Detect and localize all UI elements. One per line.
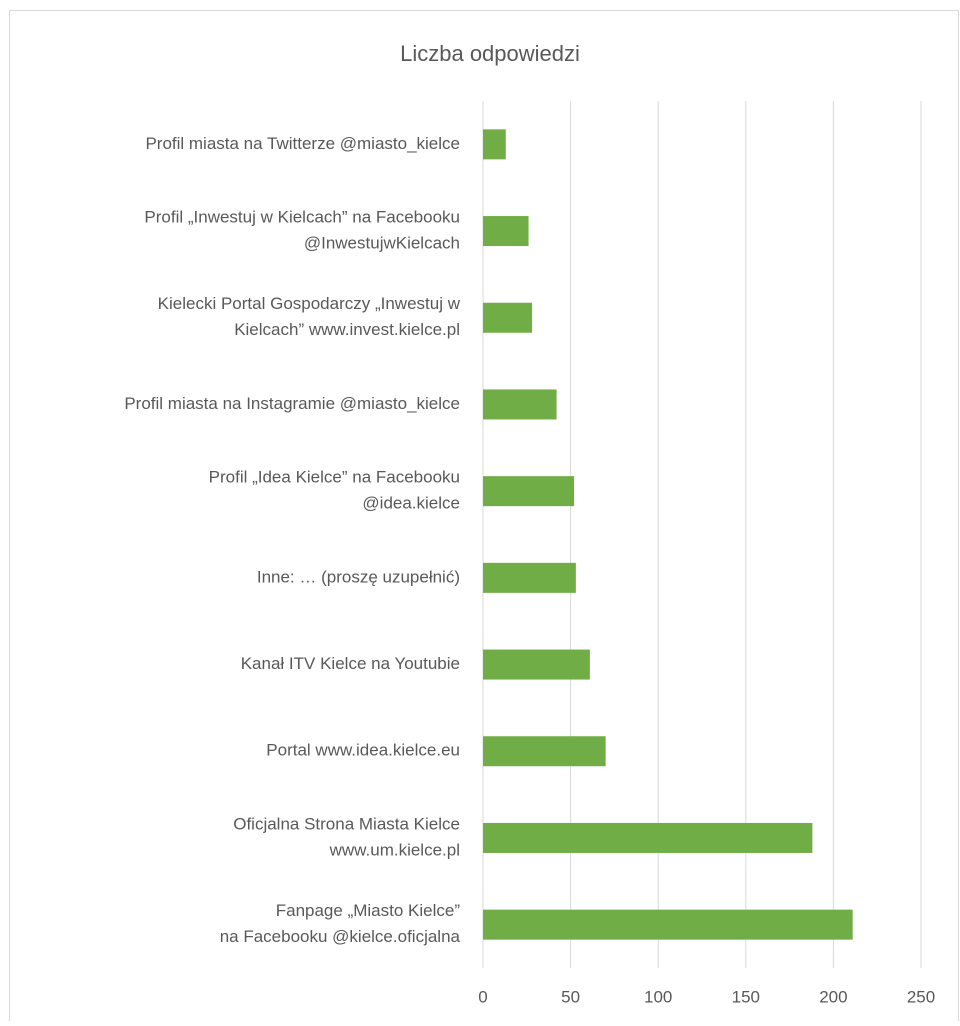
bar — [483, 476, 575, 507]
chart-border — [9, 10, 959, 1026]
bar — [483, 736, 606, 767]
bar — [483, 302, 533, 333]
y-tick-label: Profil „Inwestuj w Kielcach” na Facebook… — [144, 208, 460, 227]
y-tick-label: Oficjalna Strona Miasta Kielce — [233, 814, 460, 833]
x-tick-label: 250 — [907, 987, 935, 1006]
chart-title: Liczba odpowiedzi — [400, 41, 580, 66]
y-tick-label: Fanpage „Miasto Kielce” — [276, 901, 461, 920]
y-tick-label: @idea.kielce — [362, 494, 460, 513]
y-tick-label: @InwestujwKielcach — [304, 234, 460, 253]
x-tick-label: 100 — [644, 987, 672, 1006]
y-tick-label: Profil „Idea Kielce” na Facebooku — [209, 468, 460, 487]
x-tick-label: 150 — [732, 987, 760, 1006]
y-tick-label: Profil miasta na Instagramie @miasto_kie… — [124, 394, 460, 413]
x-tick-label: 50 — [561, 987, 580, 1006]
y-tick-label: www.um.kielce.pl — [329, 840, 460, 859]
y-tick-label: Portal www.idea.kielce.eu — [266, 741, 460, 760]
bar — [483, 562, 576, 593]
y-tick-label: Kanał ITV Kielce na Youtubie — [241, 654, 460, 673]
x-tick-label: 200 — [819, 987, 847, 1006]
y-tick-label: Inne: … (proszę uzupełnić) — [257, 567, 460, 586]
bar — [483, 822, 813, 853]
bar — [483, 389, 557, 420]
y-tick-label: Profil miasta na Twitterze @miasto_kielc… — [145, 134, 460, 153]
y-tick-label: Kielcach” www.invest.kielce.pl — [234, 320, 460, 339]
y-tick-label: Kielecki Portal Gospodarczy „Inwestuj w — [158, 294, 461, 313]
bar — [483, 649, 590, 680]
bar — [483, 129, 506, 160]
bar — [483, 216, 529, 247]
bar — [483, 909, 853, 940]
x-tick-label: 0 — [478, 987, 487, 1006]
y-tick-label: na Facebooku @kielce.oficjalna — [220, 927, 461, 946]
